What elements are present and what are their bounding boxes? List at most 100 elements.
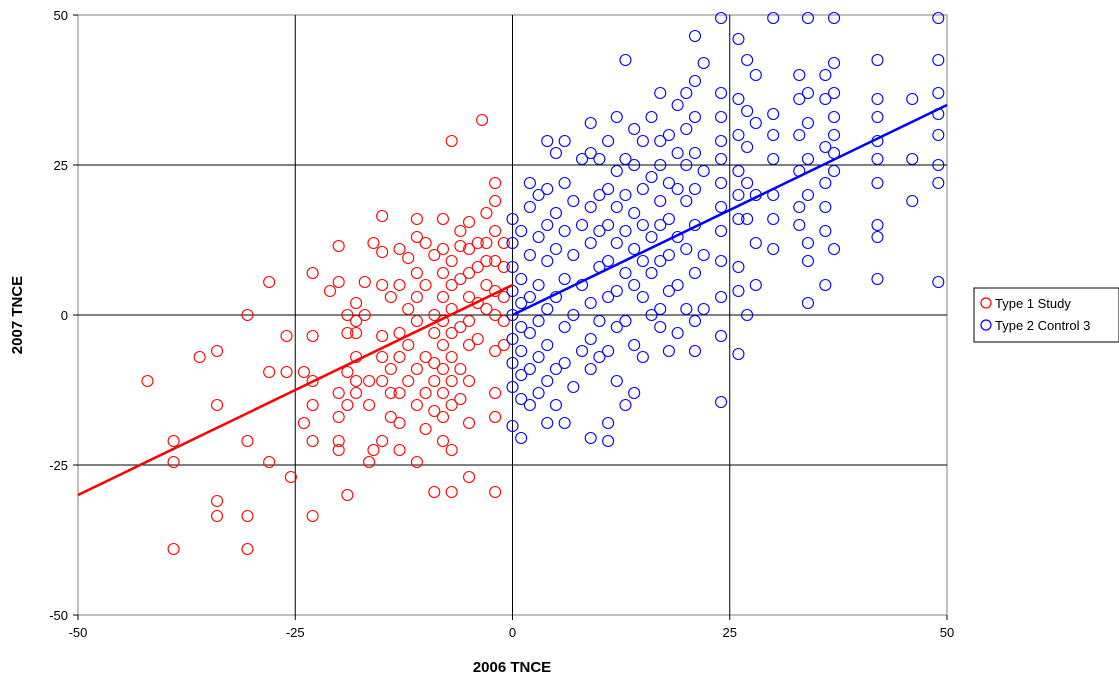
- type1-study-point: [332, 434, 345, 448]
- type2-control-point: [654, 134, 667, 148]
- type1-study-point: [436, 290, 450, 304]
- type1-study-point: [462, 242, 476, 256]
- type1-study-point: [306, 509, 319, 523]
- x-tick-label: -50: [69, 625, 88, 640]
- type2-control-point: [645, 110, 658, 124]
- type2-control-point: [610, 236, 623, 250]
- type2-control-point: [506, 380, 519, 394]
- type2-control-point: [732, 32, 745, 46]
- type1-study-point: [497, 290, 510, 304]
- type1-study-point: [445, 254, 458, 268]
- type2-control-point: [871, 110, 884, 124]
- type1-study-point: [410, 290, 423, 304]
- type2-control-point: [680, 122, 693, 136]
- type2-control-point: [532, 230, 545, 244]
- type2-control-point: [602, 290, 615, 304]
- type2-control-point: [793, 92, 806, 106]
- type2-control-point: [871, 53, 884, 67]
- type1-study-point: [393, 350, 406, 364]
- type1-study-point: [410, 455, 423, 469]
- type2-control-point: [662, 344, 675, 358]
- type1-study-point: [445, 134, 458, 148]
- type1-study-point: [462, 470, 476, 484]
- type1-study-point: [376, 350, 389, 364]
- type2-control-point: [523, 290, 536, 304]
- type2-control-point: [688, 266, 702, 280]
- type1-study-point: [462, 314, 476, 328]
- type2-control-point: [801, 296, 815, 310]
- type1-study-point: [341, 488, 354, 502]
- type2-control-point: [715, 329, 728, 343]
- type1-study-point: [341, 308, 354, 322]
- type2-control-point: [767, 152, 780, 166]
- type1-study-point: [454, 362, 467, 376]
- type2-control-point: [741, 176, 754, 190]
- type2-control-point: [506, 212, 519, 226]
- type2-control-point: [567, 308, 580, 322]
- type1-study-point: [367, 236, 380, 250]
- type2-control-point: [801, 152, 815, 166]
- type2-control-point: [827, 11, 841, 25]
- type2-control-point: [523, 326, 536, 340]
- type2-control-point: [654, 218, 667, 232]
- type1-study-point: [489, 254, 502, 268]
- type2-control-point: [532, 278, 545, 292]
- type2-control-point: [506, 260, 519, 274]
- type1-study-point: [332, 443, 345, 457]
- type1-study-point: [363, 374, 376, 388]
- type1-study-point: [410, 314, 423, 328]
- type2-control-point: [541, 134, 554, 148]
- type2-control-point: [523, 362, 536, 376]
- type2-control-point: [532, 386, 545, 400]
- type2-control-point: [628, 158, 641, 172]
- type2-control-point: [558, 320, 571, 334]
- type2-control-point: [619, 314, 632, 328]
- type2-control-point: [680, 86, 693, 100]
- type2-control-point: [827, 128, 841, 142]
- type1-study-point: [462, 374, 476, 388]
- type2-control-point: [662, 248, 675, 262]
- legend-marker-type2: [980, 319, 992, 331]
- type2-control-point: [801, 188, 815, 202]
- type2-control-point: [715, 134, 728, 148]
- legend-marker-type1: [980, 297, 992, 309]
- type1-study-point: [436, 338, 450, 352]
- type1-study-point: [454, 224, 467, 238]
- type2-control-point: [688, 314, 702, 328]
- x-tick-label: 50: [940, 625, 954, 640]
- type1-study-point: [419, 236, 432, 250]
- type1-study-point: [363, 455, 376, 469]
- type1-study-point: [384, 386, 397, 400]
- type1-study-point: [402, 251, 415, 265]
- type2-control-point: [801, 254, 815, 268]
- type2-control-point: [636, 290, 649, 304]
- type1-study-point: [471, 236, 484, 250]
- type1-study-point: [363, 398, 376, 412]
- type2-control-point: [801, 116, 815, 130]
- type1-study-point: [428, 356, 441, 370]
- type1-study-point: [167, 455, 180, 469]
- type2-control-point: [558, 416, 571, 430]
- type2-control-point: [741, 104, 754, 118]
- type2-control-point: [732, 128, 745, 142]
- type2-control-point: [871, 230, 884, 244]
- type1-study-point: [428, 374, 441, 388]
- type2-control-point: [619, 224, 632, 238]
- type1-study-point: [376, 209, 389, 223]
- type2-control-point: [732, 260, 745, 274]
- x-tick-label: 25: [723, 625, 737, 640]
- type1-study-point: [489, 485, 502, 499]
- type2-control-point: [506, 308, 519, 322]
- type2-control-point: [645, 308, 658, 322]
- type2-control-point: [732, 188, 745, 202]
- y-tick-label: 25: [54, 158, 68, 173]
- type2-control-point: [906, 152, 919, 166]
- type2-control-point: [819, 224, 832, 238]
- type2-control-point: [628, 386, 641, 400]
- type2-control-point: [827, 110, 841, 124]
- type1-study-point: [376, 329, 389, 343]
- type1-study-point: [462, 266, 476, 280]
- type2-control-point: [715, 152, 728, 166]
- type2-control-point: [932, 158, 945, 172]
- type2-control-point: [558, 272, 571, 286]
